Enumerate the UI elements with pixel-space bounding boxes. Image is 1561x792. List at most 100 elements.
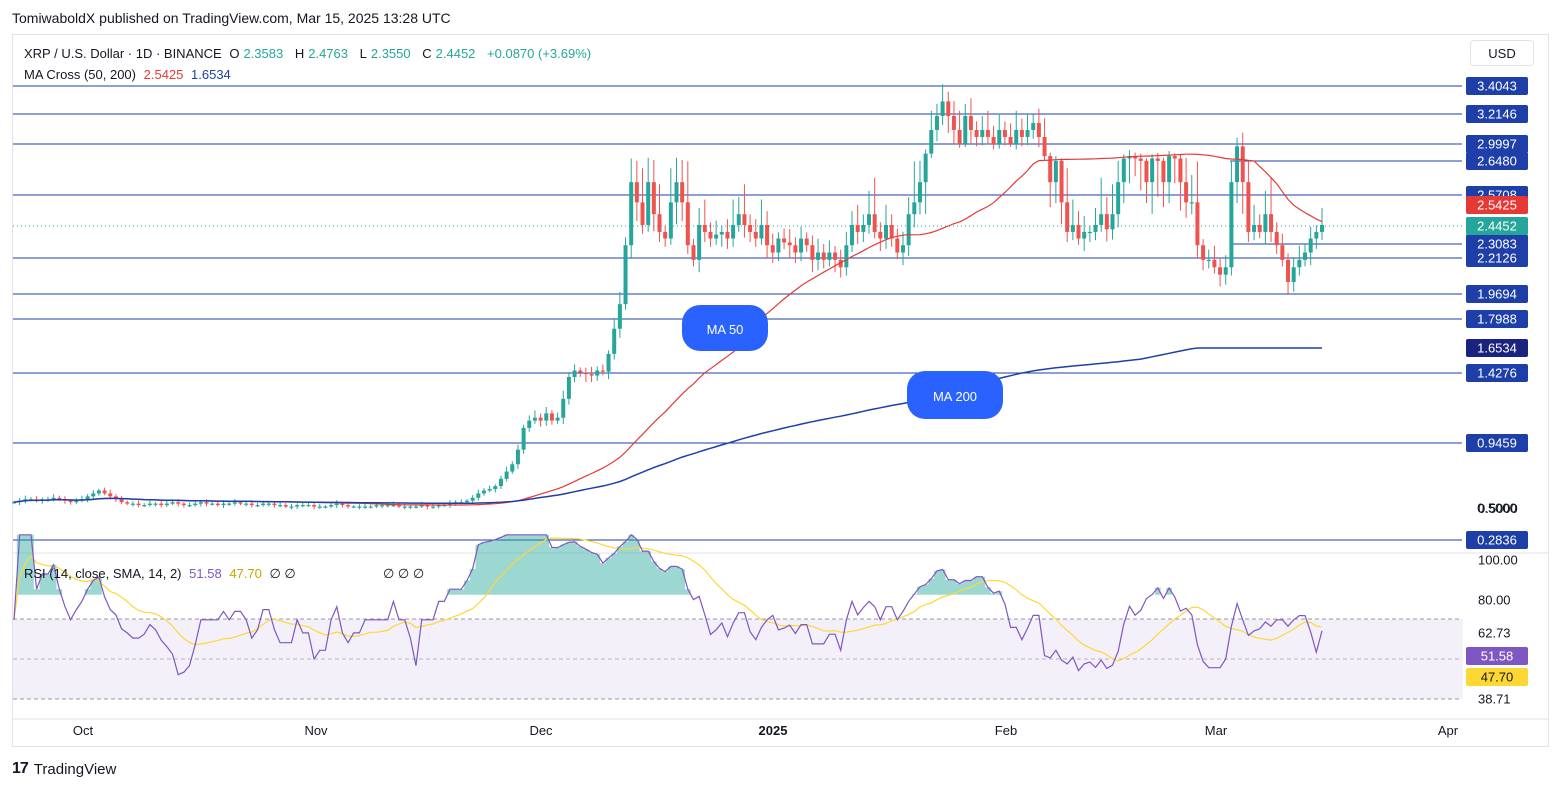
candle bbox=[317, 503, 322, 509]
candle bbox=[532, 410, 537, 424]
ma50-callout-text: MA 50 bbox=[707, 322, 744, 337]
candle bbox=[187, 502, 192, 508]
candle bbox=[91, 490, 96, 500]
candle bbox=[538, 413, 543, 427]
candle bbox=[1246, 160, 1251, 243]
candle bbox=[227, 501, 232, 507]
price-label-text: 1.9694 bbox=[1477, 287, 1517, 302]
candle bbox=[544, 406, 549, 426]
candle bbox=[408, 505, 413, 509]
price-label: 2.4452 bbox=[1466, 217, 1528, 235]
x-tick: Mar bbox=[1205, 723, 1228, 738]
candle bbox=[674, 157, 679, 225]
candle bbox=[1087, 225, 1092, 243]
candle bbox=[1121, 154, 1126, 204]
candle bbox=[1201, 239, 1206, 271]
candle bbox=[448, 500, 452, 508]
currency-button[interactable]: USD bbox=[1470, 40, 1534, 66]
candle bbox=[1189, 174, 1194, 215]
candle bbox=[1206, 249, 1211, 269]
price-label-text: 3.4043 bbox=[1477, 79, 1517, 94]
rsi-tick: 62.73 bbox=[1478, 626, 1511, 641]
candle bbox=[787, 229, 792, 258]
x-axis-labels: Oct Nov Dec 2025 Feb Mar Apr bbox=[73, 723, 1459, 738]
rsi-title: RSI (14, close, SMA, 14, 2) bbox=[24, 566, 182, 581]
rsi-dots-a: ∅ ∅ bbox=[269, 566, 296, 581]
candle bbox=[1099, 177, 1104, 232]
candle bbox=[1150, 154, 1155, 214]
candle bbox=[900, 231, 905, 266]
candle bbox=[1240, 132, 1245, 214]
candle bbox=[1314, 225, 1319, 249]
candle bbox=[549, 409, 554, 425]
close-label: C bbox=[422, 46, 432, 61]
candle bbox=[1320, 208, 1324, 241]
candle bbox=[493, 484, 498, 493]
rsi-tick: 80.00 bbox=[1478, 593, 1511, 608]
rsi-value: 51.58 bbox=[189, 566, 222, 581]
rsi-value-label: 47.70 bbox=[1466, 668, 1528, 686]
candle bbox=[765, 211, 770, 258]
candle bbox=[436, 503, 441, 509]
candle bbox=[1252, 204, 1257, 241]
candle bbox=[1223, 255, 1228, 285]
x-tick: Dec bbox=[529, 723, 553, 738]
candle bbox=[476, 489, 481, 501]
candle bbox=[889, 214, 894, 247]
y-tick: 0.5000 bbox=[1478, 501, 1518, 516]
candle bbox=[827, 240, 832, 267]
candle bbox=[1008, 123, 1013, 147]
candle bbox=[351, 505, 356, 509]
candle bbox=[1178, 154, 1183, 211]
candle bbox=[1110, 184, 1115, 240]
candle bbox=[748, 214, 753, 243]
candle bbox=[1257, 214, 1262, 239]
candle bbox=[589, 366, 594, 383]
candle bbox=[1104, 197, 1109, 242]
price-label: 1.9694 bbox=[1466, 285, 1528, 303]
price-label-text: 0.9459 bbox=[1477, 436, 1517, 451]
publisher-line: TomiwaboldX published on TradingView.com… bbox=[12, 10, 451, 26]
candle bbox=[991, 125, 996, 150]
price-label: 2.5425 bbox=[1466, 196, 1528, 214]
candle bbox=[130, 501, 135, 507]
candle bbox=[651, 160, 656, 232]
candle bbox=[210, 502, 215, 506]
candle bbox=[368, 504, 373, 509]
candle bbox=[1002, 121, 1007, 146]
candle bbox=[867, 190, 872, 234]
chart-frame bbox=[12, 34, 1549, 747]
candle bbox=[1053, 156, 1058, 204]
candle bbox=[244, 501, 249, 507]
candle bbox=[776, 232, 781, 262]
low-label: L bbox=[359, 46, 367, 61]
candle bbox=[215, 501, 220, 507]
candle bbox=[578, 367, 583, 377]
candle bbox=[1014, 110, 1019, 150]
ma-legend: MA Cross (50, 200) 2.5425 1.6534 bbox=[24, 67, 235, 82]
rsi-axis-labels: 100.00 80.00 62.73 38.71 51.58 47.70 bbox=[1466, 553, 1528, 707]
candle bbox=[566, 372, 571, 405]
rsi-sma-value: 47.70 bbox=[229, 566, 262, 581]
price-label: 0.9459 bbox=[1466, 434, 1528, 452]
rsi-value-label: 51.58 bbox=[1466, 647, 1528, 665]
candle bbox=[1025, 113, 1030, 146]
x-tick: Oct bbox=[73, 723, 94, 738]
price-label: 1.6534 bbox=[1466, 339, 1528, 357]
candle bbox=[147, 500, 152, 507]
candle bbox=[334, 500, 339, 508]
candle bbox=[940, 84, 945, 125]
candle bbox=[181, 502, 186, 508]
candle bbox=[691, 239, 696, 267]
candle bbox=[1212, 245, 1217, 274]
candle bbox=[1127, 150, 1132, 184]
candle bbox=[736, 197, 741, 232]
candle bbox=[1076, 211, 1081, 245]
candle bbox=[329, 502, 334, 509]
horizontal-levels bbox=[13, 85, 1462, 541]
candle bbox=[295, 503, 300, 509]
candle bbox=[731, 199, 736, 247]
candle bbox=[600, 364, 605, 376]
candle bbox=[623, 237, 628, 310]
